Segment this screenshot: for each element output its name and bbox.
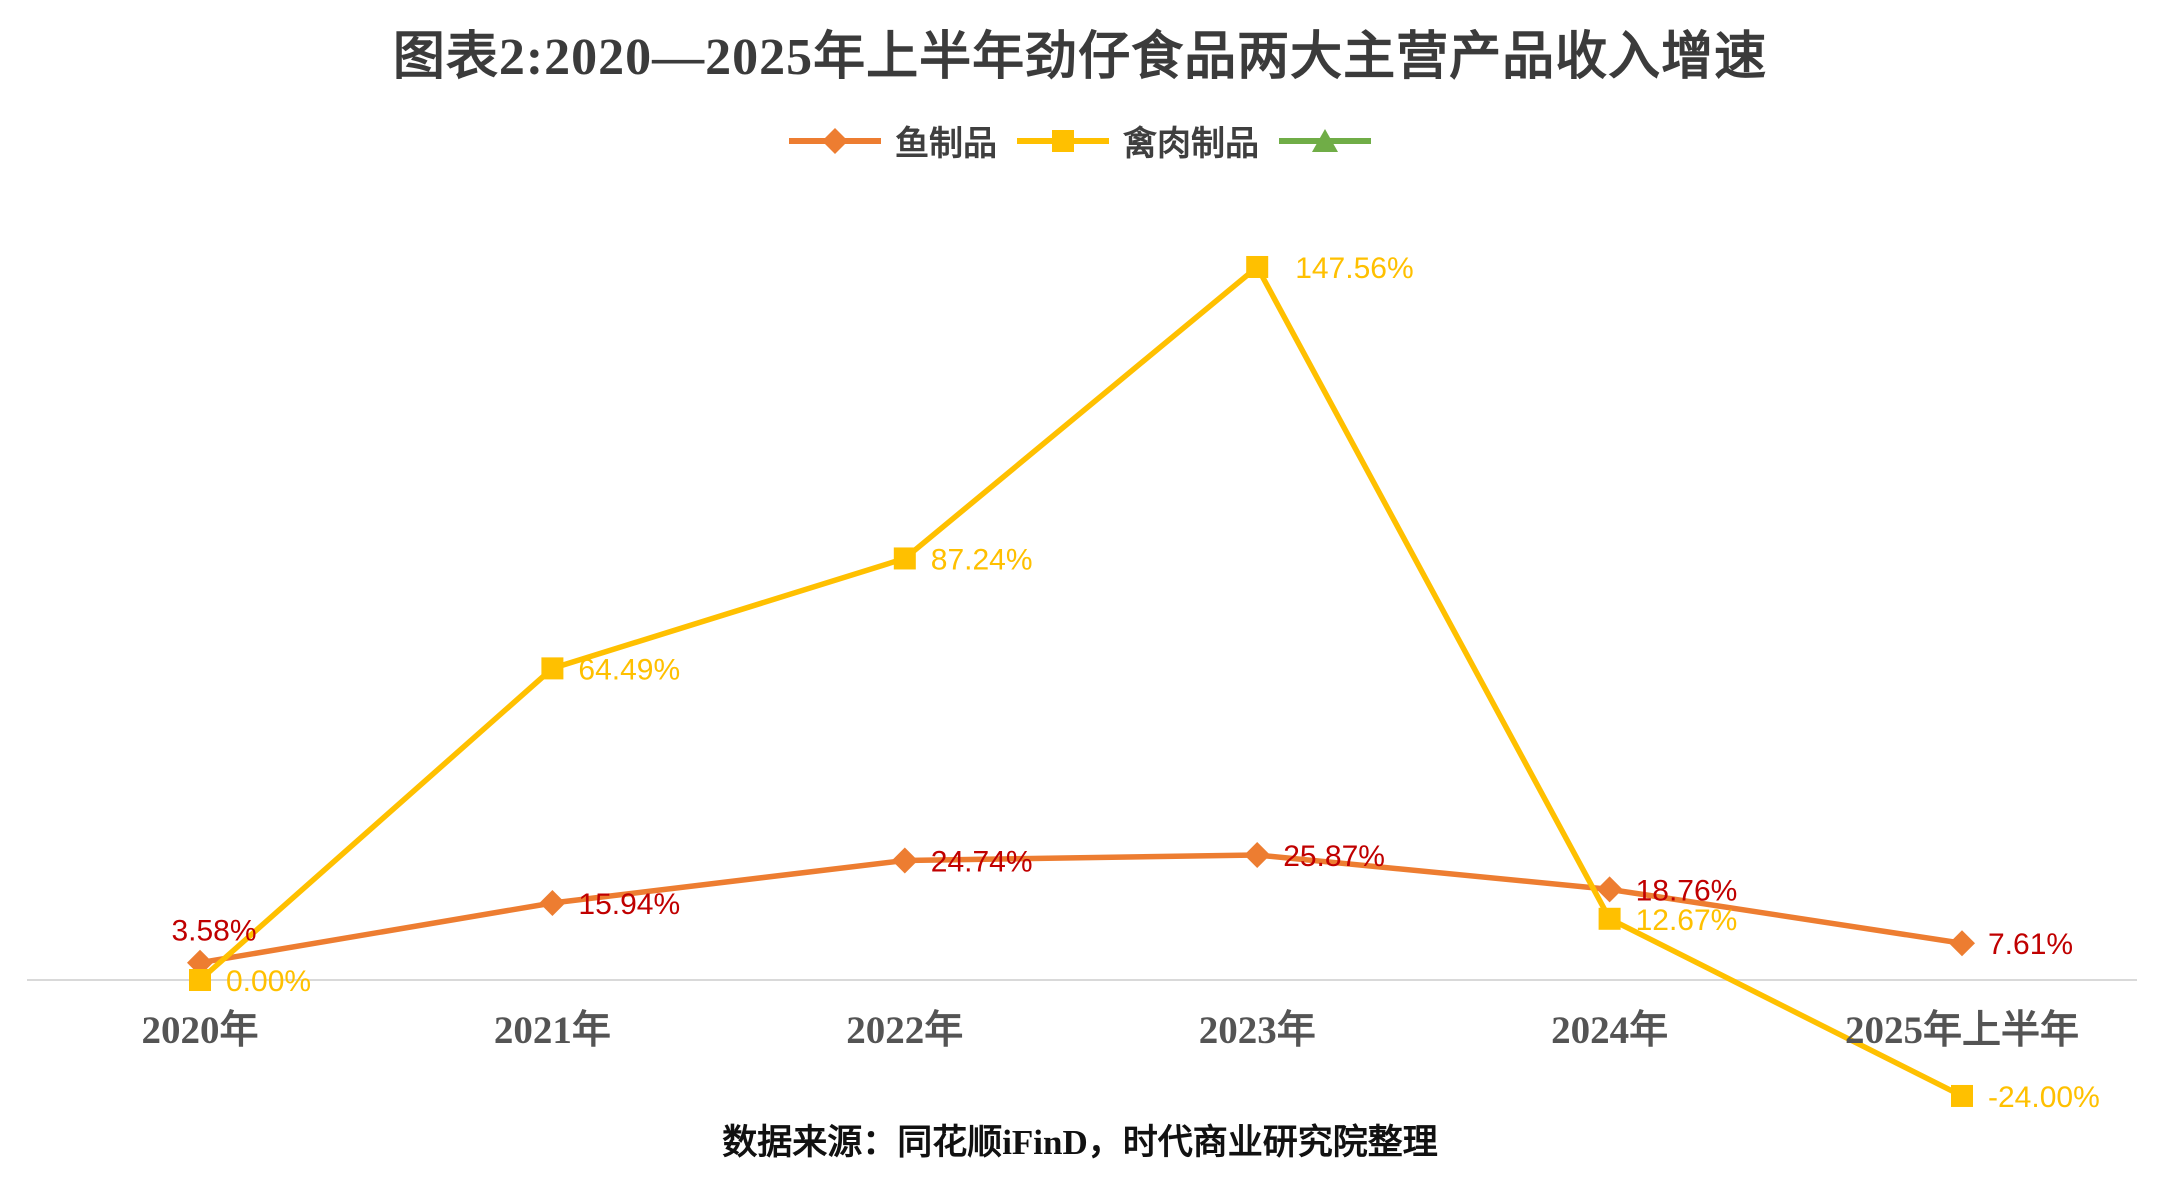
- data-label: 12.67%: [1636, 904, 1738, 937]
- data-label: 24.74%: [931, 845, 1033, 878]
- data-label: 147.56%: [1295, 252, 1413, 285]
- data-point-marker: [891, 847, 918, 874]
- data-label: 87.24%: [931, 543, 1033, 576]
- diamond-marker-icon: [822, 127, 848, 154]
- data-label: -24.00%: [1988, 1081, 2100, 1114]
- data-point-marker: [1596, 876, 1623, 903]
- data-label: 0.00%: [226, 965, 311, 998]
- legend-item-禽肉制品: 禽肉制品: [1015, 116, 1259, 165]
- legend-marker: [1279, 128, 1371, 152]
- x-axis-label: 2022年: [846, 1009, 963, 1052]
- data-label: 3.58%: [171, 915, 256, 948]
- data-point-marker: [1244, 841, 1271, 868]
- data-point-marker: [539, 889, 566, 916]
- chart-title: 图表2:2020—2025年上半年劲仔食品两大主营产品收入增速: [392, 29, 1768, 86]
- data-point-marker: [1949, 930, 1975, 957]
- chart-legend: 鱼制品 禽肉制品: [0, 116, 2160, 165]
- data-label: 7.61%: [1988, 928, 2073, 961]
- data-point-marker: [893, 547, 916, 570]
- legend-item-series-3: [1277, 125, 1373, 157]
- series-line-poultry: [198, 262, 1964, 1099]
- data-label: 18.76%: [1636, 874, 1738, 907]
- data-point-marker: [1598, 907, 1621, 930]
- data-point-marker: [541, 657, 564, 680]
- x-axis-label: 2021年: [494, 1009, 611, 1052]
- legend-item-鱼制品: 鱼制品: [787, 116, 997, 165]
- legend-marker: [1017, 129, 1109, 152]
- data-source-note: 数据来源：同花顺iFinD，时代商业研究院整理: [722, 1123, 1438, 1162]
- data-label: 64.49%: [578, 653, 680, 686]
- data-point-marker: [1246, 255, 1269, 278]
- data-label: 25.87%: [1283, 840, 1385, 873]
- x-axis-label: 2025年上半年: [1845, 1009, 2079, 1052]
- legend-label: 禽肉制品: [1123, 126, 1259, 163]
- x-axis-label: 2023年: [1199, 1009, 1316, 1052]
- data-point-marker: [1951, 1084, 1973, 1107]
- series-line-fish: [199, 852, 1963, 966]
- legend-marker: [789, 127, 881, 154]
- data-label: 15.94%: [578, 888, 680, 921]
- x-axis-label: 2024年: [1551, 1009, 1668, 1052]
- legend-label: 鱼制品: [895, 126, 997, 163]
- x-axis-label: 2020年: [141, 1009, 258, 1052]
- triangle-marker-icon: [1312, 128, 1338, 152]
- square-marker-icon: [1052, 129, 1074, 152]
- data-point-marker: [189, 969, 211, 991]
